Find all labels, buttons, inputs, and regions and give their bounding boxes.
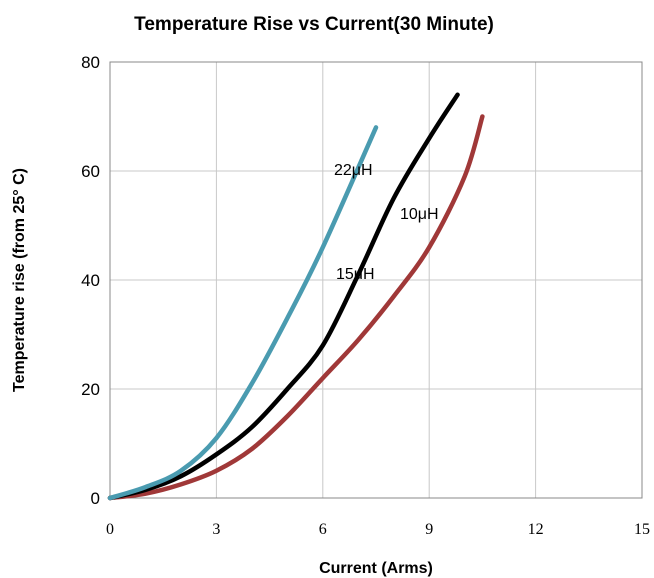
series-line-0: [107, 125, 379, 501]
chart-title: Temperature Rise vs Current(30 Minute): [134, 14, 494, 35]
y-tick-label: 60: [81, 162, 100, 181]
y-tick-labels: 0 20 40 60 80: [81, 53, 100, 508]
x-tick-label: 6: [319, 521, 327, 538]
series-label-0: 22μH: [334, 162, 373, 179]
x-tick-label: 15: [634, 521, 650, 538]
x-axis-title: Current (Arms): [319, 560, 433, 577]
series-label-1: 10μH: [400, 206, 439, 223]
plot-frame: [109, 61, 643, 499]
x-tick-label: 9: [425, 521, 433, 538]
y-tick-label: 80: [81, 53, 100, 72]
x-tick-label: 3: [212, 521, 220, 538]
y-tick-label: 40: [81, 271, 100, 290]
x-tick-label: 12: [528, 521, 544, 538]
x-tick-label: 0: [106, 521, 114, 538]
y-tick-label: 0: [91, 489, 100, 508]
series-line-1: [107, 92, 460, 501]
y-axis-title: Temperature rise (from 25° C): [11, 168, 28, 392]
y-tick-label: 20: [81, 380, 100, 399]
series-label-2: 15μH: [336, 266, 375, 283]
series-group: [107, 92, 485, 501]
x-tick-labels: 0 3 6 9 12 15: [106, 521, 650, 538]
series-line-2: [107, 114, 485, 501]
series-labels: 22μH 10μH 15μH: [334, 162, 439, 283]
